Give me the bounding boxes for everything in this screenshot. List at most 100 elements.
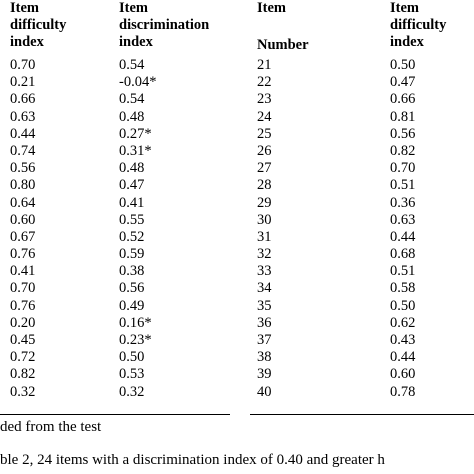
item-number-cell: 32 (257, 246, 272, 263)
discrimination-cell: 0.32 (119, 383, 145, 400)
discrimination-cell: 0.52 (119, 228, 145, 245)
table-footnote: ded from the test (0, 419, 102, 435)
difficulty-cell: 0.76 (10, 246, 36, 263)
item-number-cell: 31 (257, 228, 272, 245)
item-number-cell: 35 (257, 297, 272, 314)
difficulty-cell: 0.44 (390, 228, 416, 245)
difficulty-cell: 0.50 (390, 57, 416, 73)
header-line: difficulty (390, 17, 447, 33)
difficulty-cell: 0.47 (390, 74, 416, 91)
table-bottom-rule-left (0, 414, 230, 415)
difficulty-cell: 0.70 (10, 280, 36, 297)
difficulty-cell: 0.51 (390, 263, 416, 280)
discrimination-cell: -0.04* (119, 74, 157, 91)
header-line: Item (10, 0, 39, 16)
difficulty-cell: 0.51 (390, 177, 416, 194)
difficulty-cell: 0.41 (10, 263, 36, 280)
difficulty-cell: 0.76 (10, 297, 36, 314)
difficulty-cell: 0.72 (10, 349, 36, 366)
difficulty-cell: 0.70 (390, 160, 416, 177)
discrimination-cell: 0.31* (119, 142, 152, 159)
difficulty-cell: 0.58 (390, 280, 416, 297)
difficulty-cell: 0.64 (10, 194, 36, 211)
difficulty-cell: 0.44 (390, 349, 416, 366)
difficulty-cell: 0.67 (10, 228, 36, 245)
column-right-difficulty: 0.50 0.47 0.66 0.81 0.56 0.82 0.70 0.51 0.36 0.63… (390, 57, 415, 401)
item-number-cell: 40 (257, 383, 272, 400)
discrimination-cell: 0.38 (119, 263, 145, 280)
discrimination-cell: 0.27* (119, 125, 152, 142)
item-number-cell: 21 (257, 57, 272, 73)
item-number-cell: 24 (257, 108, 272, 125)
discrimination-cell: 0.48 (119, 108, 145, 125)
difficulty-cell: 0.62 (390, 314, 416, 331)
difficulty-cell: 0.43 (390, 332, 416, 348)
header-item-difficulty-right: Item difficulty index (390, 0, 446, 51)
difficulty-cell: 0.56 (390, 125, 416, 142)
header-line: index (390, 34, 424, 50)
discrimination-cell: 0.53 (119, 366, 145, 383)
discrimination-cell: 0.48 (119, 160, 145, 177)
item-number-cell: 33 (257, 263, 272, 280)
item-number-cell: 30 (257, 211, 272, 228)
item-number-cell: 26 (257, 142, 272, 159)
difficulty-cell: 0.20 (10, 314, 36, 331)
item-number-cell: 38 (257, 349, 272, 366)
column-left-discrimination: 0.54 -0.04* 0.54 0.48 0.27* 0.31* 0.48 0.47 0.41… (119, 57, 156, 401)
difficulty-cell: 0.44 (10, 125, 36, 142)
difficulty-cell: 0.60 (10, 211, 36, 228)
header-line: index (119, 34, 153, 50)
discrimination-cell: 0.47 (119, 177, 145, 194)
item-number-cell: 22 (257, 74, 272, 91)
discrimination-cell: 0.54 (119, 91, 145, 108)
difficulty-cell: 0.45 (10, 332, 36, 348)
item-number-cell: 29 (257, 194, 272, 211)
difficulty-cell: 0.32 (10, 383, 36, 400)
discrimination-cell: 0.56 (119, 280, 145, 297)
difficulty-cell: 0.82 (390, 142, 416, 159)
table-bottom-rule-right (250, 414, 474, 415)
header-line: discrimination (119, 17, 210, 33)
difficulty-cell: 0.68 (390, 246, 416, 263)
header-line: index (10, 34, 44, 50)
difficulty-cell: 0.78 (390, 383, 416, 400)
header-item-discrimination-left: Item discrimination index (119, 0, 209, 51)
item-number-cell: 39 (257, 366, 272, 383)
difficulty-cell: 0.63 (10, 108, 36, 125)
discrimination-cell: 0.41 (119, 194, 145, 211)
difficulty-cell: 0.80 (10, 177, 36, 194)
difficulty-cell: 0.36 (390, 194, 416, 211)
difficulty-cell: 0.74 (10, 142, 36, 159)
header-line: Item (257, 0, 286, 16)
column-left-difficulty: 0.70 0.21 0.66 0.63 0.44 0.74 0.56 0.80 0.64 0.60… (10, 57, 35, 401)
item-number-cell: 25 (257, 125, 272, 142)
discrimination-cell: 0.59 (119, 246, 145, 263)
discrimination-cell: 0.50 (119, 349, 145, 366)
table-caption: ble 2, 24 items with a discrimination in… (0, 452, 385, 468)
difficulty-cell: 0.21 (10, 74, 36, 91)
discrimination-cell: 0.54 (119, 57, 145, 73)
column-right-item-number: 21 22 23 24 25 26 27 28 29 30 31 32 33 34 35 36 37 38 39 40 (257, 57, 272, 401)
difficulty-cell: 0.56 (10, 160, 36, 177)
discrimination-cell: 0.49 (119, 297, 145, 314)
difficulty-cell: 0.70 (10, 57, 36, 73)
difficulty-cell: 0.63 (390, 211, 416, 228)
difficulty-cell: 0.66 (10, 91, 36, 108)
item-number-cell: 36 (257, 314, 272, 331)
discrimination-cell: 0.16* (119, 314, 152, 331)
difficulty-cell: 0.81 (390, 108, 416, 125)
header-line: Item (119, 0, 148, 16)
difficulty-cell: 0.82 (10, 366, 36, 383)
header-line: Number (257, 37, 309, 53)
difficulty-cell: 0.50 (390, 297, 416, 314)
item-number-cell: 34 (257, 280, 272, 297)
header-line: difficulty (10, 17, 67, 33)
difficulty-cell: 0.66 (390, 91, 416, 108)
item-number-cell: 37 (257, 332, 272, 348)
header-item-difficulty-left: Item difficulty index (10, 0, 66, 51)
item-number-cell: 28 (257, 177, 272, 194)
discrimination-cell: 0.23* (119, 332, 152, 348)
item-number-cell: 27 (257, 160, 272, 177)
header-item-number-right: Item Number (257, 0, 309, 54)
header-line: Item (390, 0, 419, 16)
